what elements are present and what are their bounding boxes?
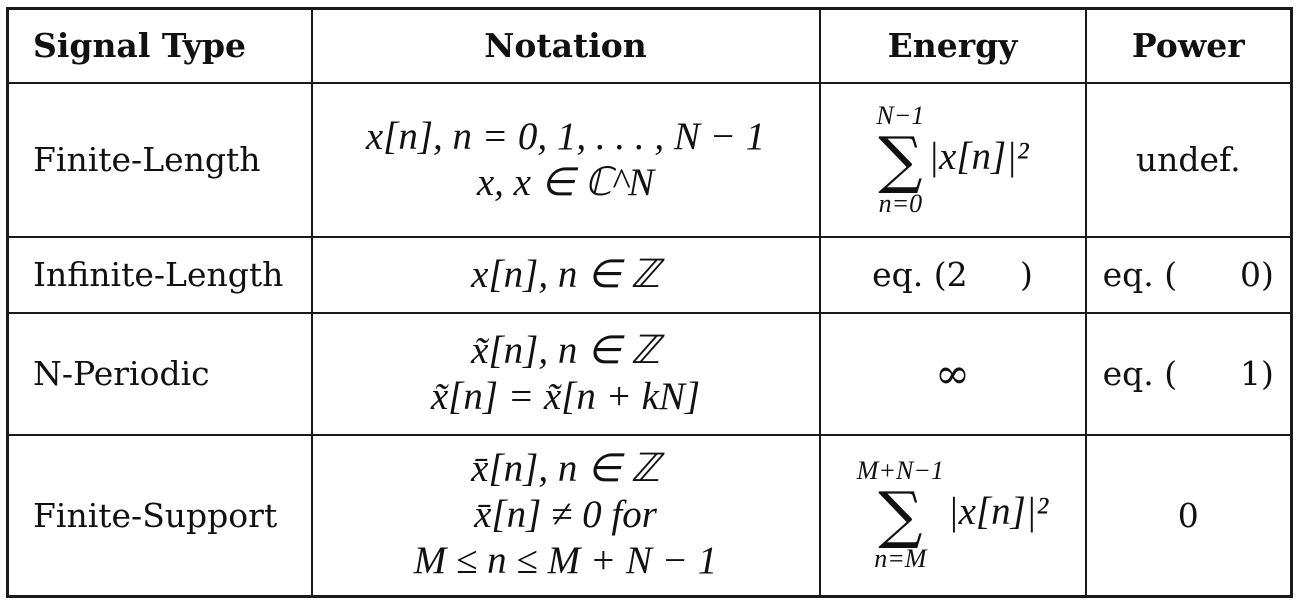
row-n-periodic-type: N-Periodic xyxy=(6,311,313,436)
sum-lower-limit: n=M xyxy=(874,544,927,574)
sum-upper-limit: M+N−1 xyxy=(856,456,944,486)
row-n-periodic-notation: x̃[n], n ∈ ℤ x̃[n] = x̃[n + kN] xyxy=(310,311,821,436)
row-infinite-length-energy: eq. (2 ) xyxy=(818,235,1087,314)
row-finite-length-energy: N−1 ∑ n=0 |x[n]|² xyxy=(818,81,1087,238)
notation-line: x̄[n] ≠ 0 for xyxy=(474,493,657,537)
sum-upper-limit: N−1 xyxy=(876,100,925,130)
row-n-periodic-power: eq. ( 1) xyxy=(1084,311,1293,436)
header-power: Power xyxy=(1084,7,1293,84)
sum-lower-limit: n=0 xyxy=(878,188,923,218)
signal-types-table: Signal Type Notation Energy Power Finite… xyxy=(6,7,1293,598)
notation-line: x[n], n = 0, 1, . . . , N − 1 xyxy=(365,114,766,158)
energy-expression: |x[n]|² xyxy=(928,134,1029,178)
row-finite-support-power: 0 xyxy=(1084,433,1293,598)
notation-line: x̃[n], n ∈ ℤ xyxy=(471,328,660,372)
header-energy: Energy xyxy=(818,7,1087,84)
notation-line: x̄[n], n ∈ ℤ xyxy=(471,447,660,491)
table-row: Finite-Length x[n], n = 0, 1, . . . , N … xyxy=(6,81,1293,238)
row-infinite-length-type: Infinite-Length xyxy=(6,235,313,314)
notation-line: x[n], n ∈ ℤ xyxy=(471,252,660,296)
row-finite-length-notation: x[n], n = 0, 1, . . . , N − 1 x, x ∈ ℂ^N xyxy=(310,81,821,238)
row-finite-support-energy: M+N−1 ∑ n=M |x[n]|² xyxy=(818,433,1087,598)
signal-table-container: Signal Type Notation Energy Power Finite… xyxy=(6,7,1293,598)
energy-expression: |x[n]|² xyxy=(947,490,1049,534)
table-row: Infinite-Length x[n], n ∈ ℤ eq. (2 ) eq.… xyxy=(6,235,1293,314)
row-n-periodic-energy: ∞ xyxy=(818,311,1087,436)
notation-line: M ≤ n ≤ M + N − 1 xyxy=(413,539,718,583)
header-row: Signal Type Notation Energy Power xyxy=(6,7,1293,84)
summation-symbol: N−1 ∑ n=0 xyxy=(876,100,925,218)
row-finite-support-type: Finite-Support xyxy=(6,433,313,598)
table-row: N-Periodic x̃[n], n ∈ ℤ x̃[n] = x̃[n + k… xyxy=(6,311,1293,436)
header-signal-type: Signal Type xyxy=(6,7,313,84)
notation-line: x̃[n] = x̃[n + kN] xyxy=(430,374,701,418)
table-row: Finite-Support x̄[n], n ∈ ℤ x̄[n] ≠ 0 fo… xyxy=(6,433,1293,598)
row-finite-length-power: undef. xyxy=(1084,81,1293,238)
row-finite-support-notation: x̄[n], n ∈ ℤ x̄[n] ≠ 0 for M ≤ n ≤ M + N… xyxy=(310,433,821,598)
row-infinite-length-power: eq. ( 0) xyxy=(1084,235,1293,314)
summation-symbol: M+N−1 ∑ n=M xyxy=(856,456,944,574)
row-finite-length-type: Finite-Length xyxy=(6,81,313,238)
notation-line: x, x ∈ ℂ^N xyxy=(476,160,655,204)
header-notation: Notation xyxy=(310,7,821,84)
row-infinite-length-notation: x[n], n ∈ ℤ xyxy=(310,235,821,314)
